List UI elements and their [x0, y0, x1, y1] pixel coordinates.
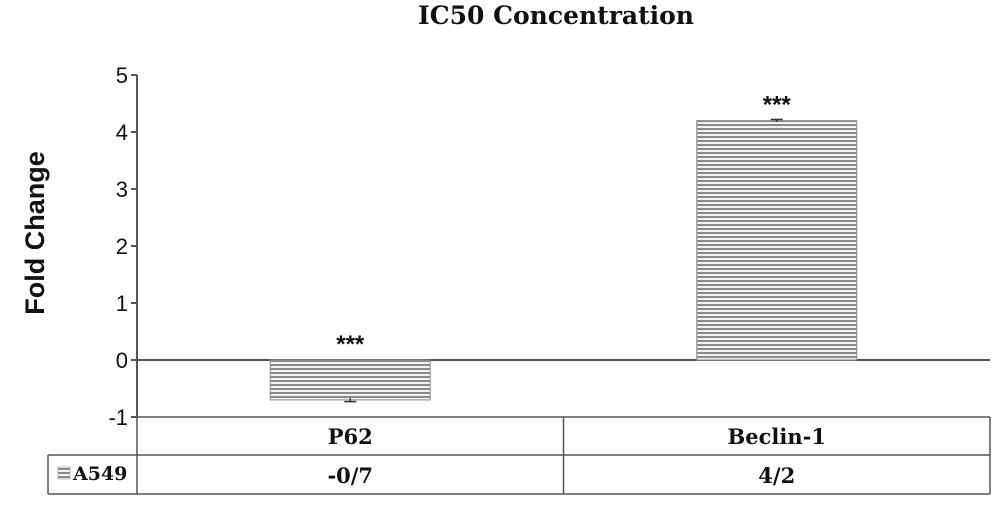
axes: -1 0 1 2 3 4 5 — [108, 63, 990, 430]
table-value-cell: -0/7 — [327, 463, 373, 488]
chart-title: IC50 Concentration — [418, 1, 694, 30]
x-category-label: P62 — [328, 424, 373, 449]
y-tick-label: 1 — [116, 291, 128, 316]
legend-swatch — [58, 467, 70, 479]
bars: *** *** — [270, 92, 857, 402]
significance-label: *** — [763, 92, 792, 119]
y-tick-label: 3 — [116, 177, 128, 202]
y-tick-label: -1 — [108, 405, 128, 430]
y-axis-label: Fold Change — [20, 151, 50, 315]
bar-p62 — [270, 360, 430, 400]
significance-label: *** — [336, 331, 365, 358]
bar-beclin-1 — [697, 121, 857, 360]
table-value-cell: 4/2 — [758, 463, 795, 488]
y-tick-label: 2 — [116, 234, 128, 259]
legend-label: A549 — [72, 463, 127, 485]
y-tick-label: 5 — [116, 63, 128, 88]
x-category-label: Beclin-1 — [728, 424, 826, 449]
y-tick-label: 0 — [116, 348, 128, 373]
y-tick-label: 4 — [116, 120, 128, 145]
data-table: P62 Beclin-1 A549 -0/7 4/2 — [48, 417, 990, 494]
